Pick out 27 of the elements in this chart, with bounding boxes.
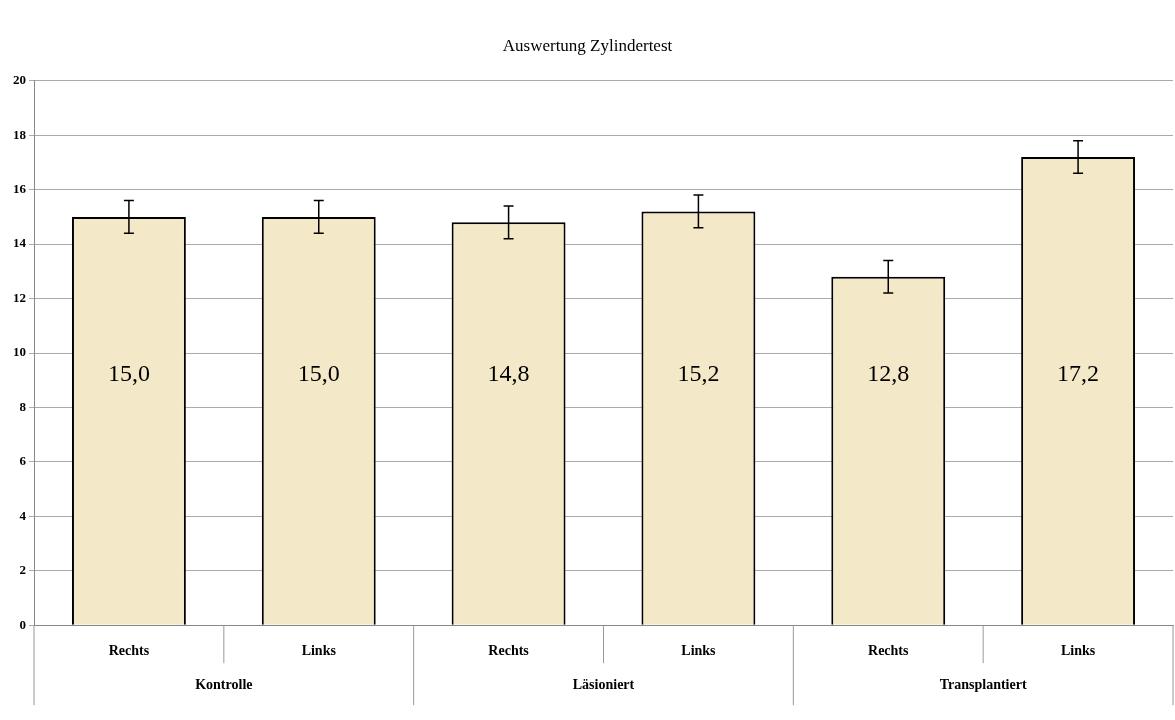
y-tick-label: 2 (19, 562, 26, 578)
y-tick-label: 8 (19, 398, 27, 414)
y-tick-label: 16 (13, 181, 27, 197)
y-tick-label: 20 (13, 72, 26, 88)
y-tick-label: 14 (13, 235, 27, 251)
x-tick-label: Links (301, 643, 337, 659)
text: Transplantiert (939, 676, 1027, 692)
data-label: 15,0 (107, 360, 150, 387)
x-tick-label: Links (1060, 643, 1096, 659)
y-tick-label: 18 (13, 126, 27, 142)
text: Kontrolle (195, 676, 253, 692)
y-tick-label: 12 (13, 289, 26, 305)
y-tick-label: 0 (19, 616, 26, 632)
data-label: 15,0 (297, 360, 340, 387)
chart-title: Auswertung Zylindertest (501, 36, 674, 56)
y-tick-label: 4 (19, 507, 27, 523)
x-tick-label: Rechts (108, 643, 150, 659)
data-label: 14,8 (487, 360, 530, 387)
x-tick-label: Rechts (488, 643, 530, 659)
y-tick-label: 10 (13, 344, 26, 360)
data-label: 17,2 (1057, 360, 1100, 387)
data-label: 12,8 (867, 360, 910, 387)
x-tick-label: Rechts (868, 643, 910, 659)
data-label: 15,2 (677, 360, 720, 387)
text: Läsioniert (572, 676, 635, 692)
y-tick-label: 6 (19, 453, 27, 469)
x-tick-label: Links (681, 643, 717, 659)
